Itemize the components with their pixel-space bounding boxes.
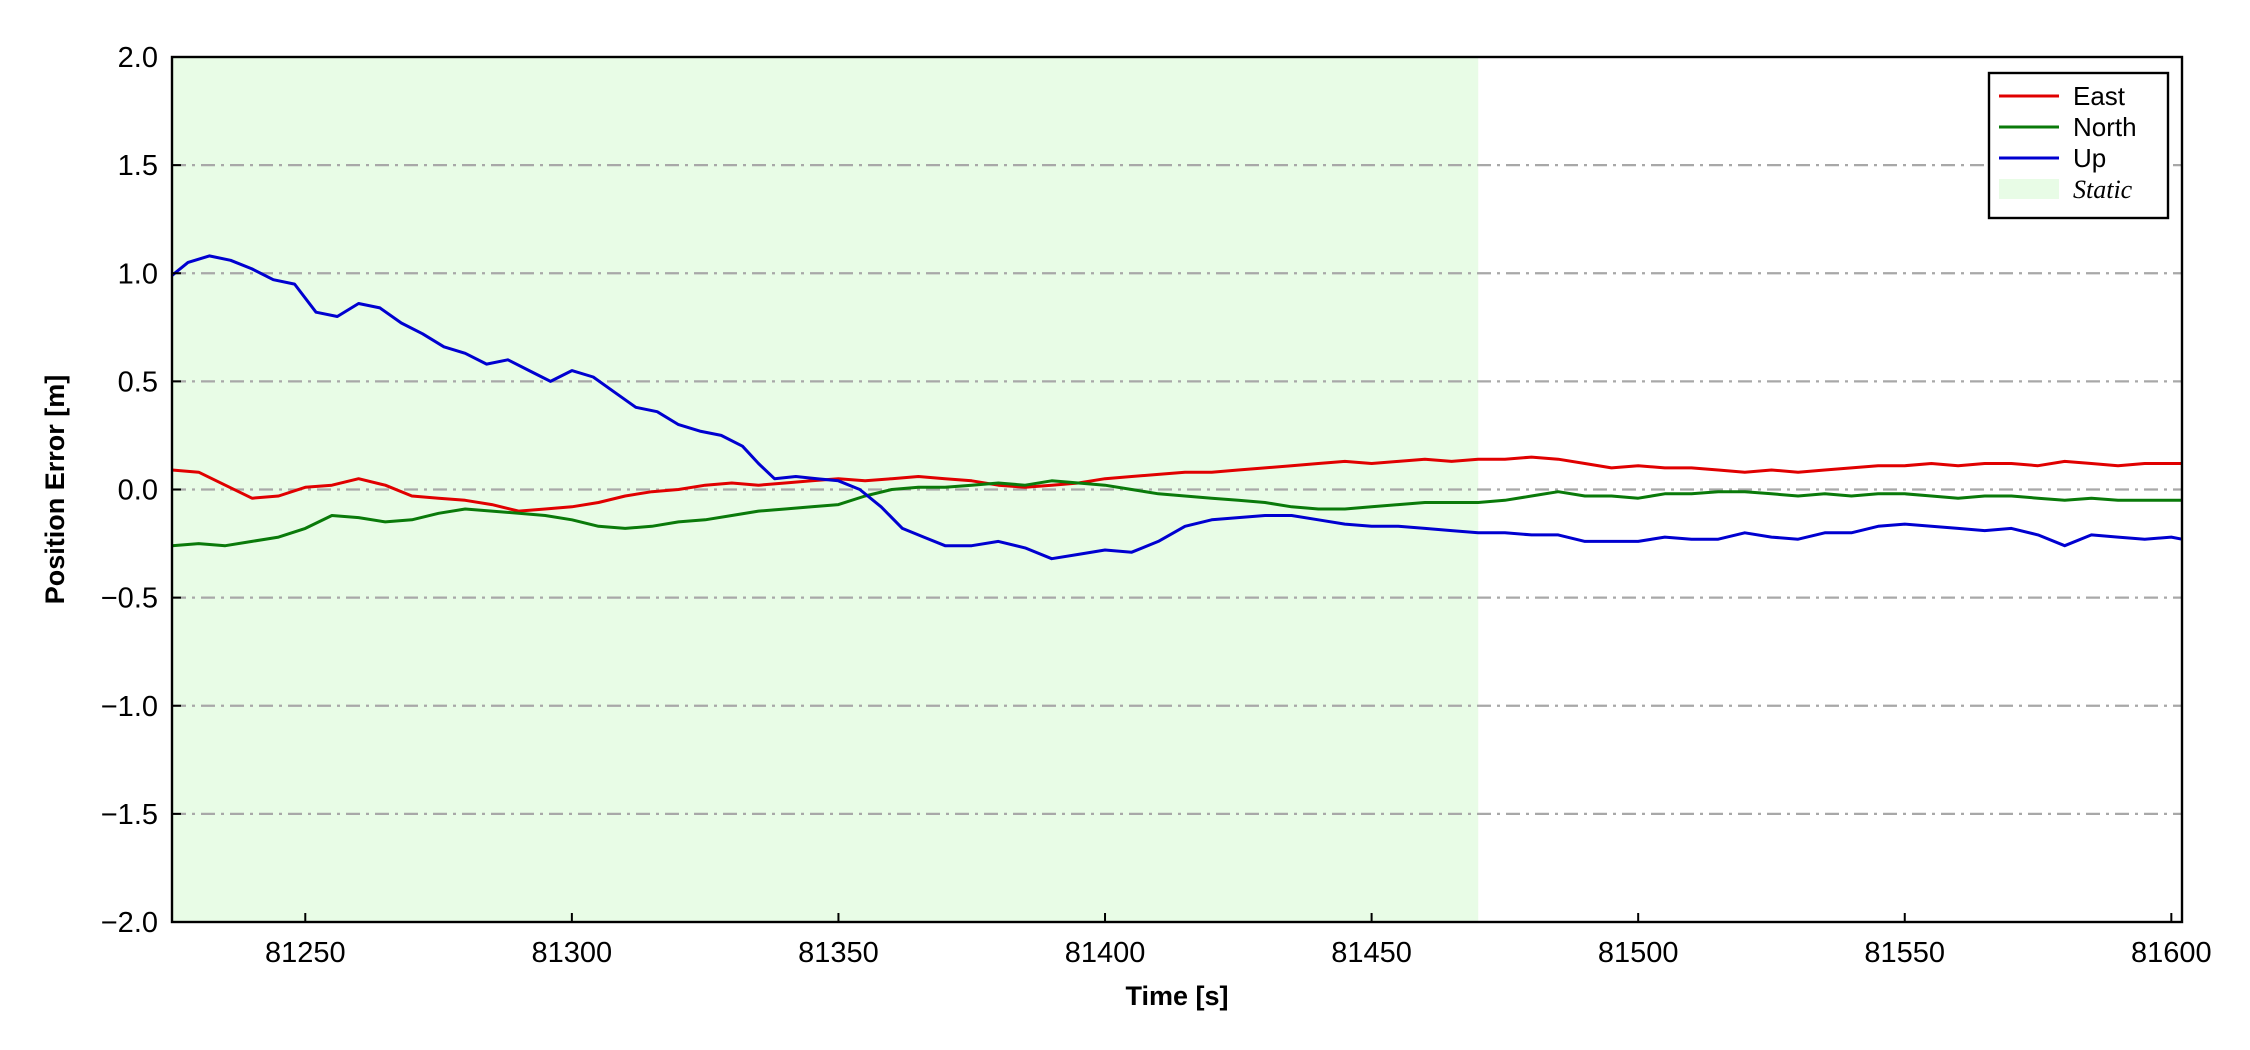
series-lines [171, 254, 2183, 561]
x-tick-label: 81350 [798, 937, 879, 969]
y-tick-label: 1.0 [118, 258, 158, 290]
series-line-east [171, 455, 2182, 513]
legend-swatch-static [1999, 179, 2059, 199]
static-region [172, 57, 1479, 922]
legend-label-static: Static [2073, 175, 2133, 204]
axis-ticks [172, 56, 2173, 923]
legend-label-east: East [2073, 81, 2126, 111]
y-tick-label: 0.0 [118, 475, 158, 507]
x-tick-label: 81450 [1331, 937, 1412, 969]
gridlines [172, 164, 2182, 815]
y-tick-label: 0.5 [118, 366, 158, 398]
y-tick-label: −1.0 [101, 691, 158, 723]
shaded-regions [172, 57, 1479, 922]
series-line-up [171, 254, 2183, 561]
legend-label-north: North [2073, 112, 2137, 142]
y-tick-label: −1.5 [101, 799, 158, 831]
y-axis-title: Position Error [m] [40, 375, 70, 605]
legend-label-up: Up [2073, 143, 2106, 173]
y-tick-label: 2.0 [118, 42, 158, 74]
x-tick-label: 81300 [532, 937, 613, 969]
y-tick-label: 1.5 [118, 150, 158, 182]
x-tick-label: 81600 [2131, 937, 2212, 969]
x-tick-label: 81250 [265, 937, 346, 969]
x-tick-label: 81550 [1864, 937, 1945, 969]
x-tick-label: 81400 [1065, 937, 1146, 969]
x-tick-label: 81500 [1598, 937, 1679, 969]
y-tick-label: −2.0 [101, 907, 158, 939]
series-line-north [171, 479, 2182, 548]
y-tick-label: −0.5 [101, 583, 158, 615]
tick-labels: 81250 81300 81350 81400 81450 81500 81550 81600… [101, 42, 2212, 969]
x-axis-title: Time [s] [1125, 981, 1228, 1011]
